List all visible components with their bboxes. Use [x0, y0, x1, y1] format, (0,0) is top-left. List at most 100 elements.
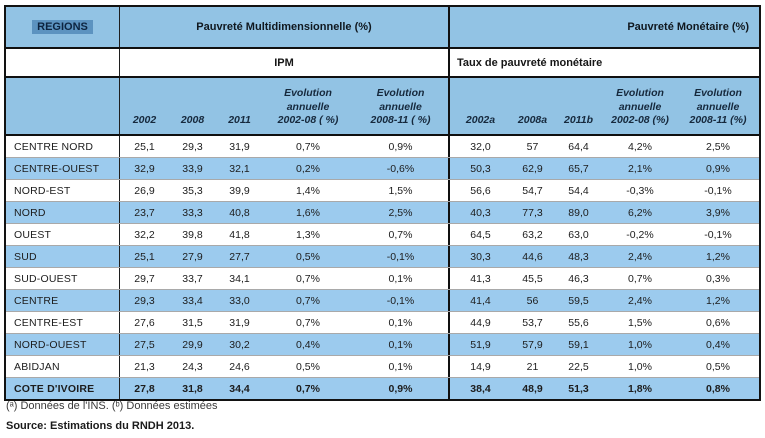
table-row: CENTRE-EST 27,6 31,5 31,9 0,7% 0,1% 44,9 53,7 55… [6, 311, 759, 333]
value-cell: 59,5 [568, 294, 589, 307]
value-cell: 1,2% [706, 250, 730, 263]
value-cell: 3,9% [706, 206, 730, 219]
value-cell: 0,3% [706, 272, 730, 285]
value-cell: 31,9 [229, 316, 250, 329]
value-cell: 50,3 [448, 158, 511, 179]
table-row: CENTRE-OUEST 32,9 33,9 32,1 0,2% -0,6% 50,3 62,… [6, 157, 759, 179]
value-cell: 53,7 [522, 316, 543, 329]
value-cell: 55,6 [568, 316, 589, 329]
value-cell: -0,1% [386, 250, 415, 263]
col-header-ipm-2008: 2008 [180, 114, 205, 127]
table-row: CENTRE NORD 25,1 29,3 31,9 0,7% 0,9% 32,0 57 64,… [6, 136, 759, 157]
value-cell: 0,5% [296, 250, 320, 263]
region-name-cell: CENTRE-OUEST [14, 162, 100, 175]
value-cell: 64,5 [448, 224, 511, 245]
value-cell: 32,0 [448, 136, 511, 157]
value-cell: 1,0% [628, 360, 652, 373]
value-cell: 48,3 [568, 250, 589, 263]
value-cell: 14,9 [448, 356, 511, 377]
value-cell: 56,6 [448, 180, 511, 201]
empty-cell [6, 49, 119, 76]
value-cell: 29,7 [119, 268, 169, 289]
value-cell: 54,7 [522, 184, 543, 197]
region-name-cell: COTE D'IVOIRE [14, 382, 95, 395]
value-cell: 27,8 [119, 378, 169, 399]
table-header-row-measures: IPM Taux de pauvreté monétaire [6, 49, 759, 78]
value-cell: 26,9 [119, 180, 169, 201]
value-cell: 31,5 [182, 316, 203, 329]
value-cell: 2,1% [628, 162, 652, 175]
value-cell: 21,3 [119, 356, 169, 377]
value-cell: 33,7 [182, 272, 203, 285]
col-header-ipm-2011: 2011 [228, 114, 251, 127]
value-cell: 51,9 [448, 334, 511, 355]
table-row: NORD-OUEST 27,5 29,9 30,2 0,4% 0,1% 51,9 57,9 59… [6, 333, 759, 355]
value-cell: -0,1% [386, 294, 415, 307]
value-cell: 89,0 [568, 206, 589, 219]
value-cell: 2,5% [388, 206, 413, 219]
value-cell: 46,3 [568, 272, 589, 285]
value-cell: 0,9% [706, 162, 730, 175]
value-cell: 27,9 [182, 250, 203, 263]
col-header-monetary-evolution-2002-08: Evolution annuelle 2002-08 (%) [611, 87, 669, 127]
col-header-monetary-evolution-2008-11: Evolution annuelle 2008-11 (%) [689, 87, 747, 127]
col-header-ipm-evolution-2008-11: Evolution annuelle 2008-11 ( %) [370, 87, 431, 127]
table-row: CENTRE 29,3 33,4 33,0 0,7% -0,1% 41,4 56 59,5 2,4… [6, 289, 759, 311]
value-cell: 1,5% [388, 184, 413, 197]
source-line: Source: Estimations du RNDH 2013. [6, 420, 195, 432]
value-cell: 54,4 [568, 184, 589, 197]
region-name-cell: NORD [14, 206, 46, 219]
value-cell: 2,5% [706, 140, 730, 153]
region-name-cell: ABIDJAN [14, 360, 60, 373]
value-cell: 40,8 [229, 206, 250, 219]
value-cell: 22,5 [568, 360, 589, 373]
value-cell: 45,5 [522, 272, 543, 285]
value-cell: -0,3% [626, 184, 654, 197]
value-cell: 32,2 [119, 224, 169, 245]
value-cell: 1,0% [628, 338, 652, 351]
value-cell: 0,1% [388, 272, 413, 285]
region-name-cell: NORD-OUEST [14, 338, 87, 351]
value-cell: 0,6% [706, 316, 730, 329]
value-cell: 25,1 [119, 246, 169, 267]
value-cell: 33,9 [182, 162, 203, 175]
region-name-cell: SUD [14, 250, 37, 263]
value-cell: 0,7% [296, 316, 320, 329]
value-cell: 2,4% [628, 250, 652, 263]
footnote-text: (ᵃ) Données de l'INS. (ᵇ) Données estimé… [6, 400, 218, 412]
value-cell: 59,1 [568, 338, 589, 351]
table-row: NORD-EST 26,9 35,3 39,9 1,4% 1,5% 56,6 54,7 54,4… [6, 179, 759, 201]
value-cell: 33,0 [229, 294, 250, 307]
value-cell: -0,6% [386, 162, 415, 175]
value-cell: 24,3 [182, 360, 203, 373]
value-cell: 0,8% [706, 382, 730, 395]
value-cell: 34,1 [229, 272, 250, 285]
value-cell: 1,8% [628, 382, 652, 395]
value-cell: 38,4 [448, 378, 511, 399]
value-cell: 1,4% [296, 184, 320, 197]
value-cell: 40,3 [448, 202, 511, 223]
value-cell: 0,1% [388, 338, 413, 351]
value-cell: 0,7% [296, 272, 320, 285]
value-cell: 0,7% [296, 382, 320, 395]
value-cell: 35,3 [182, 184, 203, 197]
taux-label: Taux de pauvreté monétaire [448, 49, 759, 76]
ipm-label: IPM [119, 49, 448, 76]
value-cell: 63,2 [522, 228, 543, 241]
table-row: SUD 25,1 27,9 27,7 0,5% -0,1% 30,3 44,6 48,3 2,4%… [6, 245, 759, 267]
value-cell: 4,2% [628, 140, 652, 153]
value-cell: 0,7% [628, 272, 652, 285]
value-cell: 33,4 [182, 294, 203, 307]
value-cell: 31,8 [182, 382, 203, 395]
col-header-ipm-2002: 2002 [119, 78, 169, 134]
value-cell: 65,7 [568, 162, 589, 175]
value-cell: -0,1% [704, 184, 732, 197]
value-cell: 44,6 [522, 250, 543, 263]
value-cell: 0,2% [296, 162, 320, 175]
region-name-cell: OUEST [14, 228, 52, 241]
value-cell: 29,3 [119, 290, 169, 311]
region-name-cell: NORD-EST [14, 184, 71, 197]
table-header-row-sections: REGIONS Pauvreté Multidimensionnelle (%)… [6, 7, 759, 49]
value-cell: 44,9 [448, 312, 511, 333]
